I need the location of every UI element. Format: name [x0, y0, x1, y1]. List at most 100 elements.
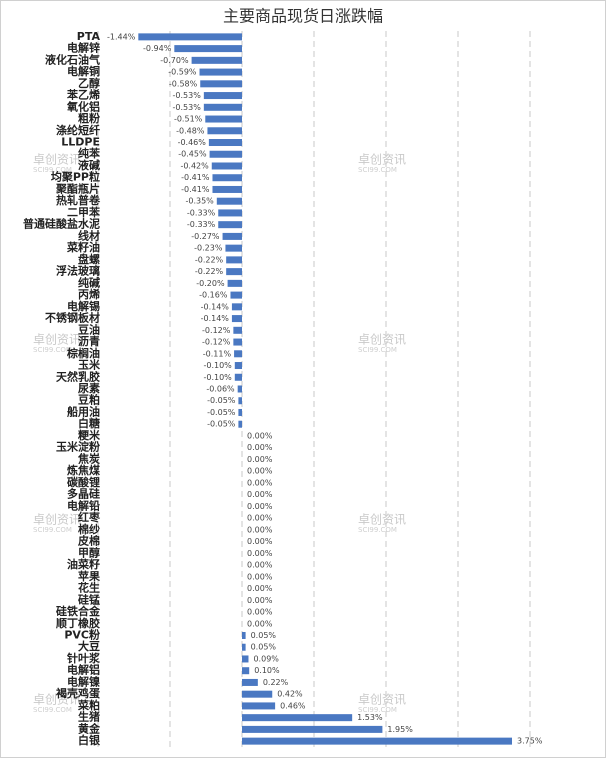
value-label: -0.16% [199, 291, 228, 300]
value-label: 0.00% [247, 608, 273, 617]
bar [199, 68, 242, 76]
bar [207, 127, 242, 135]
category-label: LLDPE [61, 136, 100, 149]
value-label: -0.05% [207, 396, 236, 405]
category-label: 聚酯瓶片 [55, 181, 100, 195]
value-label: -0.53% [173, 91, 202, 100]
category-label: 电解镍 [67, 674, 100, 688]
category-label: 苯乙烯 [66, 88, 100, 102]
category-label: 电解锌 [67, 41, 100, 55]
category-label: PTA [77, 30, 101, 43]
value-label: 0.00% [247, 525, 273, 534]
category-label: 棕榈油 [66, 346, 100, 360]
category-label: 甲醇 [78, 545, 100, 559]
bar [230, 291, 242, 299]
category-label: 豆油 [78, 322, 100, 336]
bar [225, 244, 242, 252]
category-label: 硅铁合金 [56, 604, 101, 618]
value-label: -0.53% [173, 103, 202, 112]
value-label: -0.94% [143, 44, 172, 53]
bar [238, 397, 242, 405]
bar [242, 643, 246, 651]
watermark-site: SCI99.COM [358, 706, 397, 714]
category-label: PVC粉 [64, 627, 100, 641]
category-label: 炼焦煤 [67, 463, 101, 477]
category-label: 天然乳胶 [56, 369, 100, 383]
value-label: 0.00% [247, 443, 273, 452]
category-label: 不锈钢板材 [45, 311, 100, 325]
category-label: 乙醇 [78, 76, 100, 90]
category-label: 碳酸锂 [67, 475, 100, 489]
value-label: 0.42% [277, 690, 303, 699]
value-label: 0.00% [247, 537, 273, 546]
bar [231, 303, 242, 311]
value-label: 0.00% [247, 431, 273, 440]
bar [212, 174, 242, 182]
chart-title: 主要商品现货日涨跌幅 [223, 7, 383, 26]
watermark: 卓创资讯 [33, 333, 81, 347]
bar [238, 408, 242, 416]
value-label: 0.00% [247, 596, 273, 605]
value-label: 0.00% [247, 455, 273, 464]
category-label: 浮法玻璃 [56, 264, 100, 278]
value-label: -0.59% [168, 68, 197, 77]
value-label: 0.00% [247, 467, 273, 476]
category-label: 顺丁橡胶 [56, 616, 100, 630]
value-label: 0.00% [247, 561, 273, 570]
category-label: 白糖 [78, 416, 100, 430]
bar [242, 737, 512, 745]
value-label: -0.14% [201, 302, 230, 311]
category-label: 涤纶短纤 [56, 123, 100, 137]
category-label: 氧化铝 [66, 99, 100, 113]
category-label: 红枣 [78, 510, 101, 524]
bar [242, 678, 258, 686]
value-label: 0.22% [263, 678, 289, 687]
bar [174, 45, 242, 53]
category-label: 线材 [78, 228, 100, 242]
category-label: 盘螺 [78, 252, 100, 266]
category-label: 多晶硅 [67, 487, 100, 501]
watermark: 卓创资讯 [358, 333, 406, 347]
watermark-site: SCI99.COM [358, 346, 397, 354]
category-label: 液化石油气 [45, 52, 100, 66]
bar [203, 103, 242, 111]
category-label: 粗粉 [78, 111, 100, 125]
watermark: 卓创资讯 [33, 153, 81, 167]
watermark-site: SCI99.COM [358, 526, 397, 534]
value-label: 0.09% [253, 654, 279, 663]
value-label: 0.00% [247, 619, 273, 628]
category-label: 纯苯 [78, 146, 101, 160]
bar [211, 162, 242, 170]
bar [242, 631, 246, 639]
value-label: -0.33% [187, 208, 216, 217]
value-label: 0.00% [247, 502, 273, 511]
bar [222, 232, 242, 240]
category-label: 电解锡 [67, 299, 100, 313]
bar [208, 139, 242, 147]
value-label: -0.06% [206, 385, 235, 394]
watermark: 卓创资讯 [33, 513, 81, 527]
value-label: -0.58% [169, 79, 198, 88]
category-label: 电解铜 [67, 64, 100, 78]
value-label: -0.51% [174, 115, 203, 124]
value-label: -0.05% [207, 420, 236, 429]
category-label: 豆粕 [78, 393, 100, 407]
bar [233, 326, 242, 334]
value-label: 0.00% [247, 490, 273, 499]
value-label: 0.05% [251, 631, 277, 640]
watermark-site: SCI99.COM [33, 346, 72, 354]
bar [238, 420, 242, 428]
category-label: 硅锰 [78, 592, 100, 606]
category-label: 热轧普卷 [56, 193, 101, 207]
watermark-site: SCI99.COM [33, 526, 72, 534]
value-label: 0.00% [247, 549, 273, 558]
watermark: 卓创资讯 [33, 693, 81, 707]
value-label: -0.22% [195, 255, 224, 264]
value-label: -0.20% [196, 279, 225, 288]
watermark-site: SCI99.COM [33, 166, 72, 174]
category-label: 二甲苯 [67, 205, 101, 219]
value-label: 0.00% [247, 584, 273, 593]
bar [242, 702, 276, 710]
